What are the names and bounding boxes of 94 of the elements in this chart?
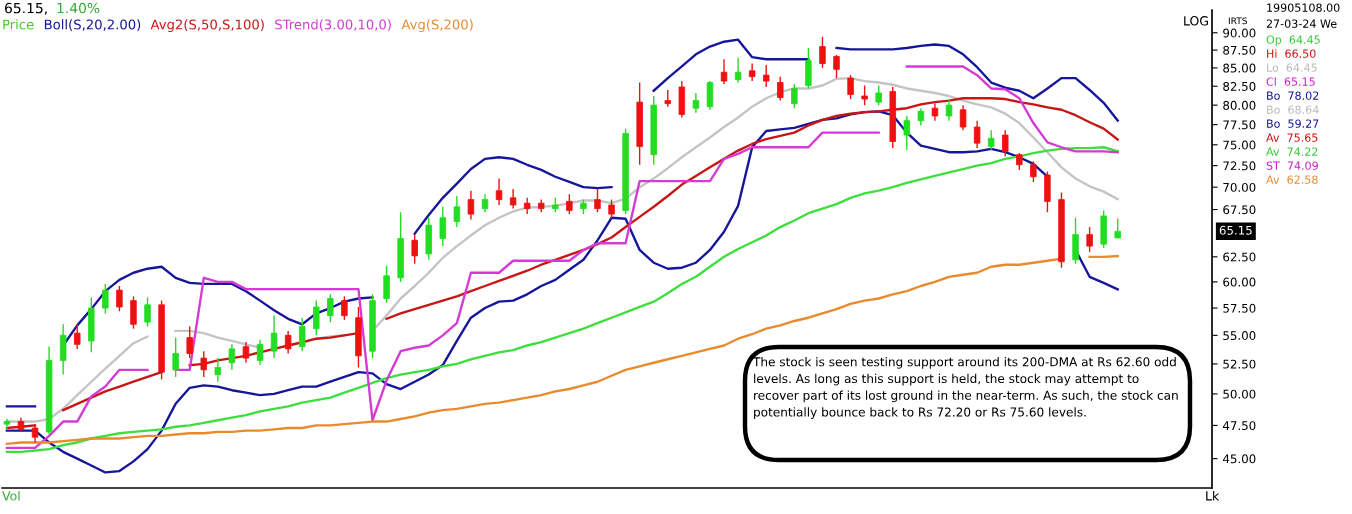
y-tick-label: 60.00: [1223, 277, 1256, 287]
candlestick: [1030, 160, 1037, 183]
candlestick: [594, 188, 601, 213]
candlestick: [1002, 129, 1009, 158]
candlestick: [495, 177, 503, 206]
y-tick-label: 67.50: [1223, 205, 1256, 215]
y-tick-label: 70.00: [1223, 182, 1256, 192]
candlestick: [256, 339, 264, 366]
y-tick-label: 62.50: [1223, 252, 1256, 262]
candlestick: [566, 193, 573, 215]
candlestick: [242, 341, 250, 364]
y-tick-label: 82.50: [1223, 81, 1256, 91]
candlestick: [172, 336, 179, 378]
text: Cl 65.15: [1266, 77, 1315, 86]
candlestick: [31, 423, 39, 444]
y-tick-label: 55.00: [1223, 331, 1256, 340]
y-tick-label: 72.50: [1223, 161, 1256, 171]
text: Av 62.58: [1266, 175, 1318, 184]
text: Av 75.65: [1266, 133, 1318, 142]
candlestick: [186, 325, 193, 359]
text: ST 74.09: [1266, 161, 1318, 170]
text: STrend(3.00,10,0): [275, 19, 391, 31]
candlestick: [467, 190, 475, 221]
candlestick: [341, 295, 348, 321]
text: Hi 66.50: [1267, 49, 1316, 58]
text: Lk: [1206, 490, 1220, 501]
candlestick: [130, 295, 137, 330]
y-tick-label: 50.00: [1223, 389, 1256, 399]
candlestick: [819, 36, 826, 69]
text: 65.15: [1219, 225, 1252, 235]
text: Boll(S,20,2.00): [44, 19, 141, 31]
candlestick: [144, 296, 151, 328]
text: IRTS: [1228, 17, 1248, 25]
text: 19905108.00: [1267, 3, 1340, 12]
y-tick-label: 90.00: [1223, 28, 1256, 38]
candlestick: [481, 193, 489, 213]
candlestick: [73, 323, 81, 350]
candlestick: [1114, 218, 1121, 239]
text: Op 64.45: [1266, 35, 1320, 46]
text: Avg(S,200): [401, 19, 473, 32]
candlestick: [509, 188, 517, 210]
candlestick: [439, 206, 447, 247]
candlestick: [102, 283, 109, 315]
text: Bo 78.02: [1267, 91, 1319, 100]
y-tick-label: 45.00: [1222, 454, 1256, 464]
y-tick-label: 87.50: [1223, 45, 1256, 55]
candlestick: [973, 120, 981, 149]
annotation: 65.15,: [4, 2, 47, 15]
text: LOG: [1184, 16, 1208, 26]
candlestick: [692, 92, 700, 114]
y-tick-label: 52.50: [1223, 359, 1256, 369]
text: 27-03-24 We: [1266, 19, 1337, 28]
text: Avg2(S,50,S,100): [150, 19, 264, 32]
y-tick-label: 47.50: [1222, 421, 1256, 431]
candlestick: [734, 57, 742, 84]
candlestick: [1086, 226, 1093, 253]
y-tick-label: 80.00: [1223, 100, 1256, 110]
candlestick: [847, 74, 854, 100]
candlestick: [298, 317, 306, 352]
candlestick: [720, 58, 728, 85]
candlestick: [945, 98, 953, 122]
y-tick-label: 75.00: [1223, 140, 1256, 150]
candlestick: [791, 83, 798, 109]
text: Price: [3, 19, 34, 30]
candlestick: [228, 343, 236, 371]
candlestick: [875, 84, 882, 106]
y-tick-label: 77.50: [1223, 120, 1256, 130]
text: Lo 64.45: [1267, 63, 1317, 72]
y-tick-label: 57.50: [1223, 303, 1256, 313]
candlestick: [383, 265, 390, 304]
candlestick: [284, 330, 292, 355]
candlestick: [313, 299, 320, 337]
text: Bo 59.27: [1267, 119, 1319, 128]
candlestick: [327, 293, 334, 323]
annotation: The stock is seen testing support around its 200-DMA at Rs 62.60 odd levels. As long as this support is held, the stock may attempt to recover part of its lost ground in the near-term. As such, the stock can potentially bounce back to Rs 72.20 or Rs 75.60 levels.: [752, 357, 1178, 419]
y-tick-label: 85.00: [1223, 63, 1256, 73]
candlestick: [861, 84, 868, 106]
candlestick: [270, 314, 278, 359]
candlestick: [200, 350, 208, 378]
candlestick: [411, 233, 418, 265]
candlestick: [453, 195, 461, 228]
candlestick: [116, 285, 123, 312]
text: Bo 68.64: [1267, 105, 1319, 114]
candlestick: [987, 129, 995, 151]
candlestick: [762, 64, 770, 88]
text: Av 74.22: [1266, 147, 1318, 156]
annotation: 1.40%: [57, 2, 100, 14]
candlestick: [833, 54, 840, 79]
candlestick: [959, 104, 967, 131]
text: Vol: [2, 490, 20, 501]
candlestick: [903, 115, 911, 151]
candlestick: [608, 198, 615, 219]
candlestick: [214, 357, 222, 383]
candlestick: [777, 75, 784, 102]
